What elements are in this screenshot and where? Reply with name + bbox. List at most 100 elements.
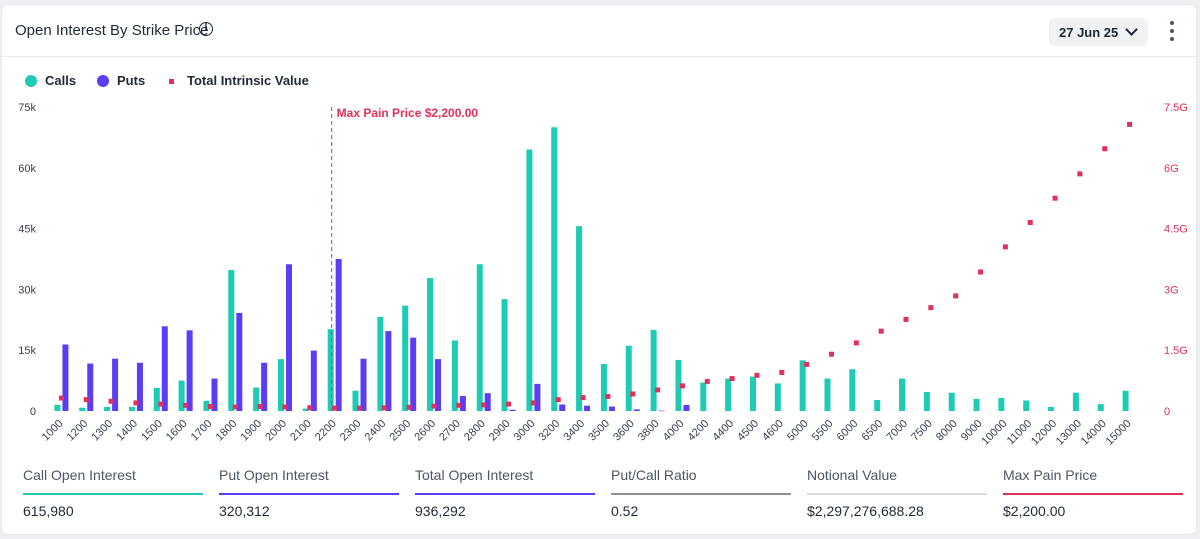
x-tick-label: 2500 [388,418,414,444]
point-intrinsic-value [257,404,263,410]
stat-label: Put Open Interest [219,467,329,483]
point-intrinsic-value [1077,171,1083,177]
bar-puts [62,344,69,411]
stat-underline [1003,493,1183,495]
x-tick-label: 1600 [164,418,190,444]
legend-swatch-intrinsic [169,79,174,84]
bar-calls [725,378,732,411]
legend-label-calls: Calls [45,73,77,88]
x-tick-label: 2400 [363,418,389,444]
bar-puts [310,350,317,411]
bar-calls [973,398,980,411]
bar-calls [476,264,483,411]
point-intrinsic-value [679,383,685,389]
bar-calls [377,316,384,411]
y-left-tick-label: 15k [18,345,36,357]
bar-puts [285,264,292,411]
stat-value: 320,312 [219,503,270,519]
x-tick-label: 7500 [909,418,935,444]
x-tick-label: 1200 [65,418,91,444]
x-tick-label: 4400 [710,418,736,444]
y-right-tick-label: 1.5G [1164,345,1188,357]
point-intrinsic-value [207,404,213,410]
x-tick-label: 3600 [611,418,637,444]
x-tick-label: 1300 [89,418,115,444]
x-tick-label: 13000 [1054,418,1084,448]
x-tick-label: 2200 [313,418,339,444]
stat-total-open-interest: Total Open Interest 936,292 [415,463,595,533]
point-intrinsic-value [232,404,238,410]
stat-underline [807,493,987,495]
x-tick-label: 4200 [686,418,712,444]
bar-puts [186,330,193,411]
info-icon[interactable]: i [199,22,213,36]
stat-underline [23,493,203,495]
x-tick-label: 2800 [462,418,488,444]
bar-puts [385,331,392,411]
stat-label: Max Pain Price [1003,467,1098,483]
point-intrinsic-value [530,400,536,406]
point-intrinsic-value [108,398,114,404]
bar-calls [427,278,434,411]
stat-label: Notional Value [807,467,898,483]
bar-calls [253,387,260,411]
x-tick-label: 11000 [1005,418,1035,448]
point-intrinsic-value [754,372,760,378]
bar-puts [683,404,690,411]
y-right-tick-label: 4.5G [1164,224,1188,236]
x-tick-label: 2900 [487,418,513,444]
expiry-date-value: 27 Jun 25 [1059,25,1119,40]
point-intrinsic-value [431,403,437,409]
point-intrinsic-value [1027,220,1033,226]
point-intrinsic-value [605,393,611,399]
bar-calls [79,407,86,411]
bar-puts [633,409,640,411]
bar-calls [451,340,458,411]
stat-label: Put/Call Ratio [611,467,697,483]
more-vertical-icon[interactable] [1165,19,1179,43]
bar-puts [261,362,268,411]
stat-underline [219,493,399,495]
bar-calls [1048,406,1055,411]
bar-calls [576,226,583,411]
legend-label-puts: Puts [117,73,146,88]
x-tick-label: 6000 [835,418,861,444]
y-left-tick-label: 75k [18,102,36,114]
bar-puts [335,259,342,411]
stat-label: Total Open Interest [415,467,534,483]
x-tick-label: 2300 [338,418,364,444]
x-tick-label: 3200 [537,418,563,444]
stat-call-open-interest: Call Open Interest 615,980 [23,463,203,533]
stat-put-call-ratio: Put/Call Ratio 0.52 [611,463,791,533]
bar-puts [435,359,442,411]
bar-puts [658,410,665,412]
bar-puts [112,358,119,411]
bar-calls [749,376,756,411]
stat-label: Call Open Interest [23,467,136,483]
bar-puts [87,363,94,411]
point-intrinsic-value [1002,244,1008,250]
bar-calls [948,392,955,411]
bar-calls [849,369,856,411]
stat-underline [611,493,791,495]
x-tick-label: 4600 [760,418,786,444]
point-intrinsic-value [804,361,810,367]
x-tick-label: 5000 [785,418,811,444]
stat-underline [415,493,595,495]
x-tick-label: 14000 [1079,418,1109,448]
stat-put-open-interest: Put Open Interest 320,312 [219,463,399,533]
point-intrinsic-value [332,405,338,411]
point-intrinsic-value [853,340,859,346]
x-tick-label: 3400 [561,418,587,444]
bar-calls [277,359,284,411]
expiry-date-select[interactable]: 27 Jun 25 [1049,18,1148,46]
stats-row: Call Open Interest 615,980 Put Open Inte… [2,463,1196,533]
x-tick-label: 1900 [238,418,264,444]
bar-puts [211,378,218,411]
point-intrinsic-value [655,387,661,393]
bar-calls [551,127,558,412]
x-tick-label: 1500 [139,418,165,444]
bar-calls [153,387,160,411]
bar-calls [128,406,135,411]
point-intrinsic-value [555,397,561,403]
